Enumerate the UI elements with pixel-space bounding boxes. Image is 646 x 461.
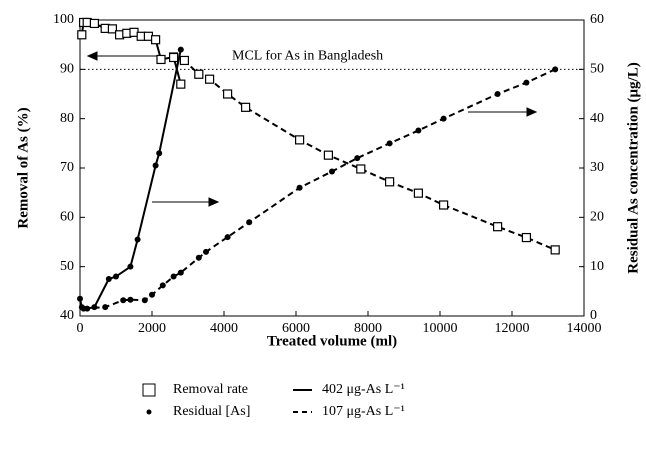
y2-tick-label: 40 (590, 111, 604, 126)
x-tick-label: 10000 (423, 321, 458, 336)
series-line (79, 49, 182, 310)
marker (127, 296, 134, 303)
y-tick-label: 40 (60, 308, 74, 323)
marker (356, 164, 366, 174)
x-tick-label: 14000 (567, 321, 602, 336)
y2-tick-label: 50 (590, 62, 604, 77)
marker (170, 273, 177, 280)
x-tick-label: 2000 (138, 321, 166, 336)
marker (127, 263, 134, 270)
marker (523, 79, 530, 86)
legend-label: 107 μg-As L⁻¹ (322, 404, 405, 419)
marker (413, 188, 423, 198)
x-tick-label: 6000 (282, 321, 310, 336)
arrows (86, 51, 538, 207)
marker (105, 276, 112, 282)
y-tick-label: 100 (53, 12, 74, 27)
y2-axis-label: Residual As concentration (μg/L) (625, 62, 641, 273)
marker (241, 102, 251, 112)
marker (493, 222, 503, 232)
marker (194, 69, 204, 79)
x-tick-label: 8000 (354, 321, 382, 336)
y2-tick-label: 60 (590, 12, 604, 27)
marker (521, 232, 532, 243)
marker (149, 291, 155, 298)
legend-square (142, 383, 156, 397)
marker (552, 66, 559, 73)
marker (385, 177, 395, 187)
marker (223, 89, 233, 99)
marker (440, 115, 447, 122)
marker (77, 295, 83, 302)
series-line (173, 56, 556, 251)
marker (415, 127, 422, 134)
marker (177, 269, 184, 276)
marker (354, 155, 361, 162)
x-tick-label: 12000 (495, 321, 530, 336)
marker (224, 234, 231, 241)
marker (494, 91, 501, 97)
marker (296, 184, 303, 191)
marker (152, 162, 159, 169)
marker (195, 254, 202, 261)
marker (77, 30, 87, 40)
marker (329, 168, 335, 175)
marker (156, 54, 166, 65)
marker (203, 248, 209, 255)
marker (205, 74, 215, 84)
y-tick-label: 90 (60, 62, 74, 77)
marker (246, 219, 253, 226)
y-tick-label: 50 (60, 259, 74, 274)
y2-tick-label: 0 (590, 308, 597, 323)
legend-label: Residual [As] (173, 404, 250, 419)
y2-tick-label: 20 (590, 210, 604, 225)
marker (179, 55, 189, 66)
marker (323, 150, 333, 160)
marker (177, 46, 184, 53)
marker (89, 18, 100, 29)
marker (80, 305, 87, 312)
marker (159, 282, 166, 289)
x-tick-label: 4000 (210, 321, 238, 336)
x-axis-label: Treated volume (ml) (267, 333, 397, 349)
marker (550, 245, 560, 255)
marker (141, 297, 148, 304)
marker (151, 35, 161, 45)
marker (107, 24, 118, 34)
marker (176, 79, 186, 89)
y-tick-label: 80 (60, 111, 74, 126)
legend-label: Removal rate (173, 382, 248, 397)
marker (386, 140, 393, 147)
mcl-label: MCL for As in Bangladesh (232, 49, 383, 64)
legend-dot (146, 409, 152, 415)
marker (439, 200, 449, 210)
x-tick-label: 0 (77, 321, 84, 336)
marker (295, 135, 305, 145)
legend-label: 402 μg-As L⁻¹ (322, 382, 405, 397)
marker (113, 273, 119, 280)
y-tick-label: 70 (60, 160, 74, 175)
series-line (83, 68, 556, 310)
y-axis-label: Removal of As (%) (15, 107, 31, 228)
marker (169, 52, 179, 63)
y2-tick-label: 30 (590, 160, 604, 175)
y-tick-label: 60 (60, 210, 74, 225)
marker (120, 297, 127, 304)
marker (156, 150, 163, 157)
y2-tick-label: 10 (590, 259, 604, 274)
marker (102, 304, 109, 311)
marker (134, 236, 141, 243)
